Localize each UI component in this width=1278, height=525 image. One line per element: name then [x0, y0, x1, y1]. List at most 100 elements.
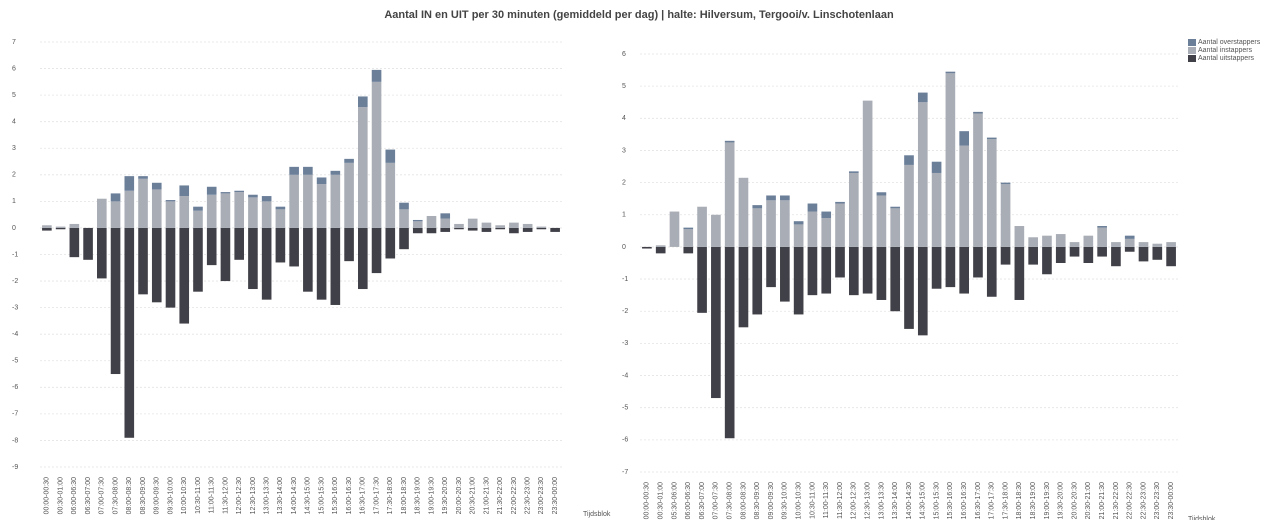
bar [1138, 242, 1149, 247]
bar [724, 142, 735, 247]
bar [1152, 246, 1163, 260]
bar [766, 200, 776, 247]
bar [151, 182, 162, 190]
bar [1000, 182, 1011, 185]
bar [399, 209, 409, 228]
x-tick-label: 10:00-10:30 [181, 477, 188, 514]
bar [1111, 246, 1121, 267]
x-tick-label: 10:00-10:30 [795, 482, 802, 519]
bar [1069, 242, 1080, 247]
x-tick-label: 23:30-00:00 [1168, 482, 1175, 519]
bar [780, 200, 790, 247]
x-tick-label: 17:30-18:00 [387, 477, 394, 514]
bar [642, 246, 652, 249]
x-tick-label: 07:00-07:30 [713, 482, 720, 519]
bar [724, 140, 735, 143]
bar [697, 206, 707, 247]
bar [42, 227, 52, 231]
y-tick-label: 6 [12, 65, 16, 72]
y-tick-label: 7 [12, 39, 16, 46]
bar [42, 225, 52, 228]
page-title: Aantal IN en UIT per 30 minuten (gemidde… [384, 9, 894, 21]
y-tick-label: 1 [622, 212, 626, 219]
bar [683, 246, 694, 254]
x-axis-label: Tijdsblok [1188, 516, 1216, 520]
x-tick-label: 13:30-14:00 [892, 482, 899, 519]
x-tick-label: 21:30-22:00 [1113, 482, 1120, 519]
bar [330, 227, 341, 305]
x-tick-label: 00:30-01:00 [658, 482, 665, 519]
legend-swatch [1188, 39, 1196, 46]
bar [110, 193, 121, 202]
x-tick-label: 07:30-08:00 [112, 477, 119, 514]
x-tick-label: 22:00-22:30 [1127, 482, 1134, 519]
bar [848, 246, 859, 296]
y-tick-label: 3 [12, 145, 16, 152]
x-tick-label: 22:00-22:30 [511, 477, 518, 514]
bar [724, 246, 735, 439]
bar [683, 229, 694, 247]
bar [876, 195, 887, 247]
x-tick-label: 19:30-20:00 [442, 477, 449, 514]
bar [138, 176, 148, 179]
bar [738, 177, 749, 247]
bar [807, 211, 818, 247]
x-tick-label: 09:30-10:00 [782, 482, 789, 519]
bar [440, 227, 451, 232]
bar [959, 131, 970, 146]
x-tick-label: 08:00-08:30 [740, 482, 747, 519]
x-tick-label: 11:30-12:00 [222, 477, 229, 514]
y-tick-label: -2 [622, 308, 628, 315]
bar [371, 69, 382, 82]
bar [945, 71, 956, 74]
bar [234, 190, 244, 193]
x-tick-label: 17:30-18:00 [1002, 482, 1009, 519]
bar [821, 246, 832, 294]
legend-label: Aantal overstappers [1198, 39, 1261, 46]
bar [179, 227, 190, 324]
bar [234, 192, 244, 228]
bar [1014, 226, 1025, 247]
bar [752, 205, 763, 209]
bar [97, 227, 107, 279]
bar [467, 227, 478, 231]
x-tick-label: 17:00-17:30 [373, 477, 380, 514]
x-tick-label: 21:00-21:30 [1099, 482, 1106, 519]
bar [522, 227, 533, 232]
bar [931, 161, 942, 173]
x-tick-label: 22:30-23:00 [525, 477, 532, 514]
y-tick-label: -6 [12, 384, 18, 391]
y-tick-label: 1 [12, 198, 16, 205]
x-tick-label: 11:00-11:30 [209, 477, 216, 513]
bar [385, 162, 396, 228]
bar [481, 222, 492, 228]
bar [752, 208, 763, 247]
bar [261, 196, 272, 202]
bar [780, 195, 790, 201]
x-tick-label: 10:30-11:00 [809, 482, 816, 519]
bar [917, 102, 928, 247]
bar [193, 206, 203, 211]
bar [330, 174, 341, 228]
bar [151, 189, 162, 228]
bar [835, 246, 845, 278]
x-tick-label: 11:30-12:00 [837, 482, 844, 519]
bar [683, 227, 694, 230]
bar [890, 206, 901, 209]
bar [1083, 235, 1094, 247]
bar [807, 246, 818, 296]
bar [655, 245, 666, 247]
bar [261, 201, 272, 228]
x-tick-label: 07:00-07:30 [99, 477, 106, 514]
x-tick-label: 21:30-22:00 [497, 477, 504, 514]
x-tick-label: 09:00-09:30 [768, 482, 775, 519]
bar [495, 227, 505, 230]
y-tick-label: 6 [622, 51, 626, 58]
x-tick-label: 14:00-14:30 [291, 477, 298, 514]
bar [973, 113, 983, 247]
y-tick-label: 5 [622, 83, 626, 90]
x-tick-label: 15:30-16:00 [332, 477, 339, 514]
bar [316, 227, 327, 300]
bar [1166, 242, 1176, 247]
x-tick-label: 07:30-08:00 [727, 482, 734, 519]
